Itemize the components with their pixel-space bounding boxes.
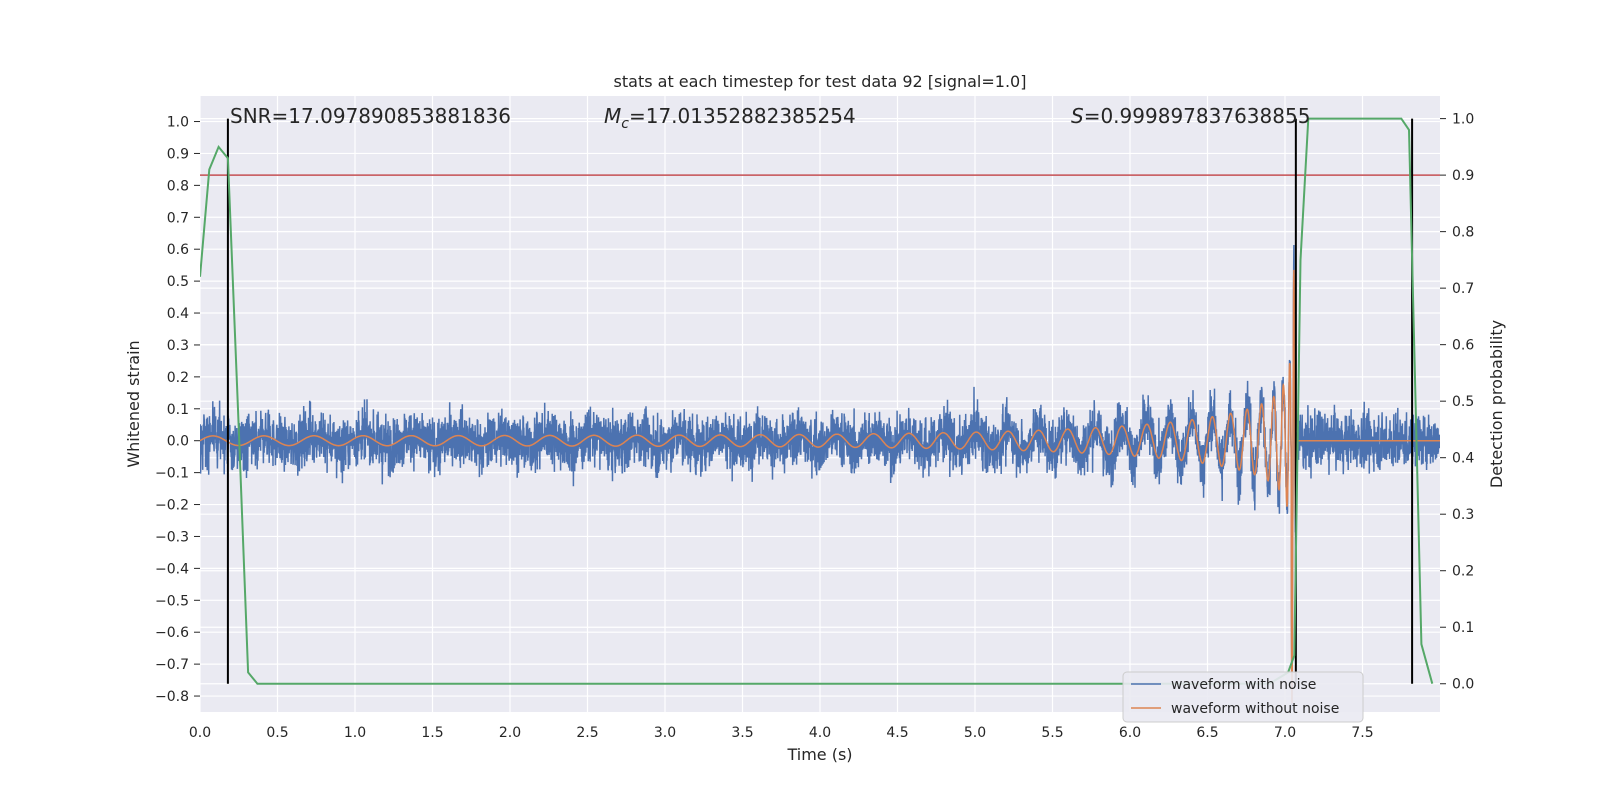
y-tick-label: 0.1 <box>167 402 189 418</box>
x-tick-label: 4.5 <box>886 725 908 741</box>
y2-tick-label: 0.0 <box>1452 677 1474 693</box>
x-tick-label: 0.0 <box>189 725 211 741</box>
y2-tick-label: 0.1 <box>1452 620 1474 636</box>
y2-tick-label: 0.8 <box>1452 225 1474 241</box>
legend-label-clean: waveform without noise <box>1171 701 1339 717</box>
legend: waveform with noise waveform without noi… <box>1122 671 1364 723</box>
x-tick-label: 0.5 <box>266 725 288 741</box>
y-tick-label: 0.9 <box>167 146 189 162</box>
x-tick-label: 5.5 <box>1041 725 1063 741</box>
y2-ticks: 1.0 0.9 0.8 0.7 0.6 0.5 0.4 0.3 0.2 0.1 0.0 <box>1440 112 1474 693</box>
chirp-mass-annotation: Mc=17.01352882385254 <box>604 104 856 132</box>
snr-annotation: SNR=17.097890853881836 <box>230 104 511 128</box>
score-annotation: S=0.999897837638855 <box>1071 104 1310 128</box>
x-tick-label: 3.0 <box>654 725 676 741</box>
chirp-mass-symbol: M <box>604 104 621 128</box>
y-tick-label: −0.2 <box>155 498 189 514</box>
y2-axis-label: Detection probability <box>1487 320 1506 488</box>
x-tick-label: 3.5 <box>731 725 753 741</box>
series-detection-probability <box>200 117 1434 685</box>
y-tick-label: −0.8 <box>155 689 189 705</box>
x-tick-label: 2.0 <box>499 725 521 741</box>
series-layer <box>200 117 1440 710</box>
y-tick-label: 0.5 <box>167 274 189 290</box>
x-tick-label: 7.0 <box>1274 725 1296 741</box>
x-tick-label: 2.5 <box>576 725 598 741</box>
x-tick-label: 4.0 <box>809 725 831 741</box>
x-tick-label: 6.5 <box>1196 725 1218 741</box>
y-tick-label: −0.6 <box>155 625 189 641</box>
y-tick-label: 0.3 <box>167 338 189 354</box>
y-tick-label: −0.3 <box>155 529 189 545</box>
chirp-mass-value: =17.01352882385254 <box>629 104 856 128</box>
y-tick-label: 0.7 <box>167 210 189 226</box>
y2-tick-label: 0.5 <box>1452 394 1474 410</box>
y-tick-label: −0.5 <box>155 593 189 609</box>
y-axis-label: Whitened strain <box>124 340 143 467</box>
x-axis-label: Time (s) <box>786 745 852 764</box>
y-tick-label: 0.0 <box>167 434 189 450</box>
y2-tick-label: 0.3 <box>1452 507 1474 523</box>
x-tick-label: 7.5 <box>1351 725 1373 741</box>
x-tick-label: 5.0 <box>964 725 986 741</box>
y-tick-label: −0.1 <box>155 466 189 482</box>
chart-title: stats at each timestep for test data 92 … <box>614 72 1027 91</box>
y-tick-label: 0.2 <box>167 370 189 386</box>
x-tick-label: 1.0 <box>344 725 366 741</box>
chirp-mass-subscript: c <box>621 116 629 132</box>
y-tick-label: 1.0 <box>167 115 189 131</box>
score-symbol: S <box>1071 104 1084 128</box>
y2-tick-label: 0.4 <box>1452 451 1474 467</box>
y-tick-label: 0.4 <box>167 306 189 322</box>
y-tick-label: 0.6 <box>167 242 189 258</box>
x-ticks: 0.0 0.5 1.0 1.5 2.0 2.5 3.0 3.5 4.0 4.5 5.0 5.5 6.0 6… <box>189 725 1374 741</box>
legend-label-noise: waveform with noise <box>1171 677 1316 693</box>
y2-tick-label: 0.9 <box>1452 168 1474 184</box>
series-waveform-without-noise <box>200 269 1440 704</box>
y2-tick-label: 0.6 <box>1452 338 1474 354</box>
y-tick-label: −0.7 <box>155 657 189 673</box>
y2-tick-label: 0.2 <box>1452 564 1474 580</box>
y2-tick-label: 1.0 <box>1452 112 1474 128</box>
legend-box <box>1122 671 1364 723</box>
y-tick-label: −0.4 <box>155 561 189 577</box>
score-value: =0.999897837638855 <box>1084 104 1311 128</box>
y-tick-label: 0.8 <box>167 178 189 194</box>
x-tick-label: 6.0 <box>1119 725 1141 741</box>
y2-tick-label: 0.7 <box>1452 281 1474 297</box>
x-tick-label: 1.5 <box>421 725 443 741</box>
y-ticks: 1.0 0.9 0.8 0.7 0.6 0.5 0.4 0.3 0.2 0.1 0.0 −0.1 −0.… <box>155 115 200 705</box>
